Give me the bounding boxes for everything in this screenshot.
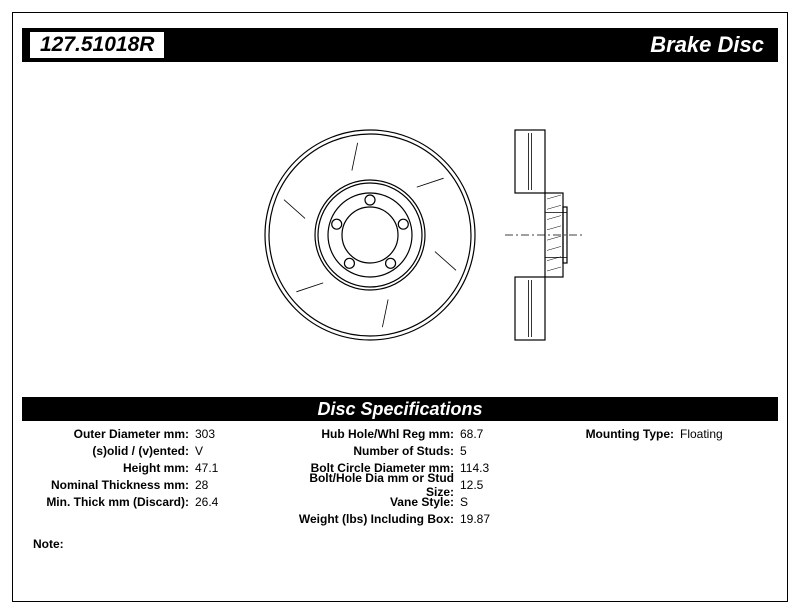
spec-row: Outer Diameter mm:303: [30, 425, 280, 442]
spec-label: Hub Hole/Whl Reg mm:: [280, 427, 460, 441]
spec-value: 28: [195, 478, 208, 492]
spec-label: Number of Studs:: [280, 444, 460, 458]
spec-label: Outer Diameter mm:: [30, 427, 195, 441]
spec-row: Vane Style:S: [280, 493, 555, 510]
spec-value: 68.7: [460, 427, 483, 441]
spec-row: Weight (lbs) Including Box:19.87: [280, 510, 555, 527]
spec-value: V: [195, 444, 203, 458]
spec-row: Hub Hole/Whl Reg mm:68.7: [280, 425, 555, 442]
header-bar: 127.51018R Brake Disc: [22, 28, 778, 62]
spec-value: 5: [460, 444, 467, 458]
spec-row: Height mm:47.1: [30, 459, 280, 476]
spec-value: 12.5: [460, 478, 483, 492]
spec-row: Nominal Thickness mm:28: [30, 476, 280, 493]
spec-column-1: Outer Diameter mm:303(s)olid / (v)ented:…: [30, 425, 280, 527]
spec-label: (s)olid / (v)ented:: [30, 444, 195, 458]
product-type: Brake Disc: [650, 32, 764, 58]
spec-table: Outer Diameter mm:303(s)olid / (v)ented:…: [30, 425, 770, 527]
spec-value: 303: [195, 427, 215, 441]
diagram-area: [0, 90, 800, 380]
spec-label: Weight (lbs) Including Box:: [280, 512, 460, 526]
spec-label: Mounting Type:: [555, 427, 680, 441]
spec-label: Vane Style:: [280, 495, 460, 509]
spec-value: S: [460, 495, 468, 509]
spec-row: Min. Thick mm (Discard):26.4: [30, 493, 280, 510]
spec-value: 47.1: [195, 461, 218, 475]
spec-header: Disc Specifications: [22, 397, 778, 421]
spec-row: Number of Studs:5: [280, 442, 555, 459]
spec-row: Bolt/Hole Dia mm or Stud Size:12.5: [280, 476, 555, 493]
spec-column-2: Hub Hole/Whl Reg mm:68.7Number of Studs:…: [280, 425, 555, 527]
spec-label: Height mm:: [30, 461, 195, 475]
spec-value: 26.4: [195, 495, 218, 509]
spec-value: Floating: [680, 427, 723, 441]
spec-row: Mounting Type:Floating: [555, 425, 770, 442]
spec-value: 114.3: [460, 461, 489, 475]
note-label: Note:: [33, 537, 64, 551]
spec-value: 19.87: [460, 512, 490, 526]
spec-label: Min. Thick mm (Discard):: [30, 495, 195, 509]
rotor-diagram: [195, 105, 605, 365]
spec-row: (s)olid / (v)ented:V: [30, 442, 280, 459]
spec-label: Nominal Thickness mm:: [30, 478, 195, 492]
spec-column-3: Mounting Type:Floating: [555, 425, 770, 527]
part-number: 127.51018R: [30, 32, 164, 58]
